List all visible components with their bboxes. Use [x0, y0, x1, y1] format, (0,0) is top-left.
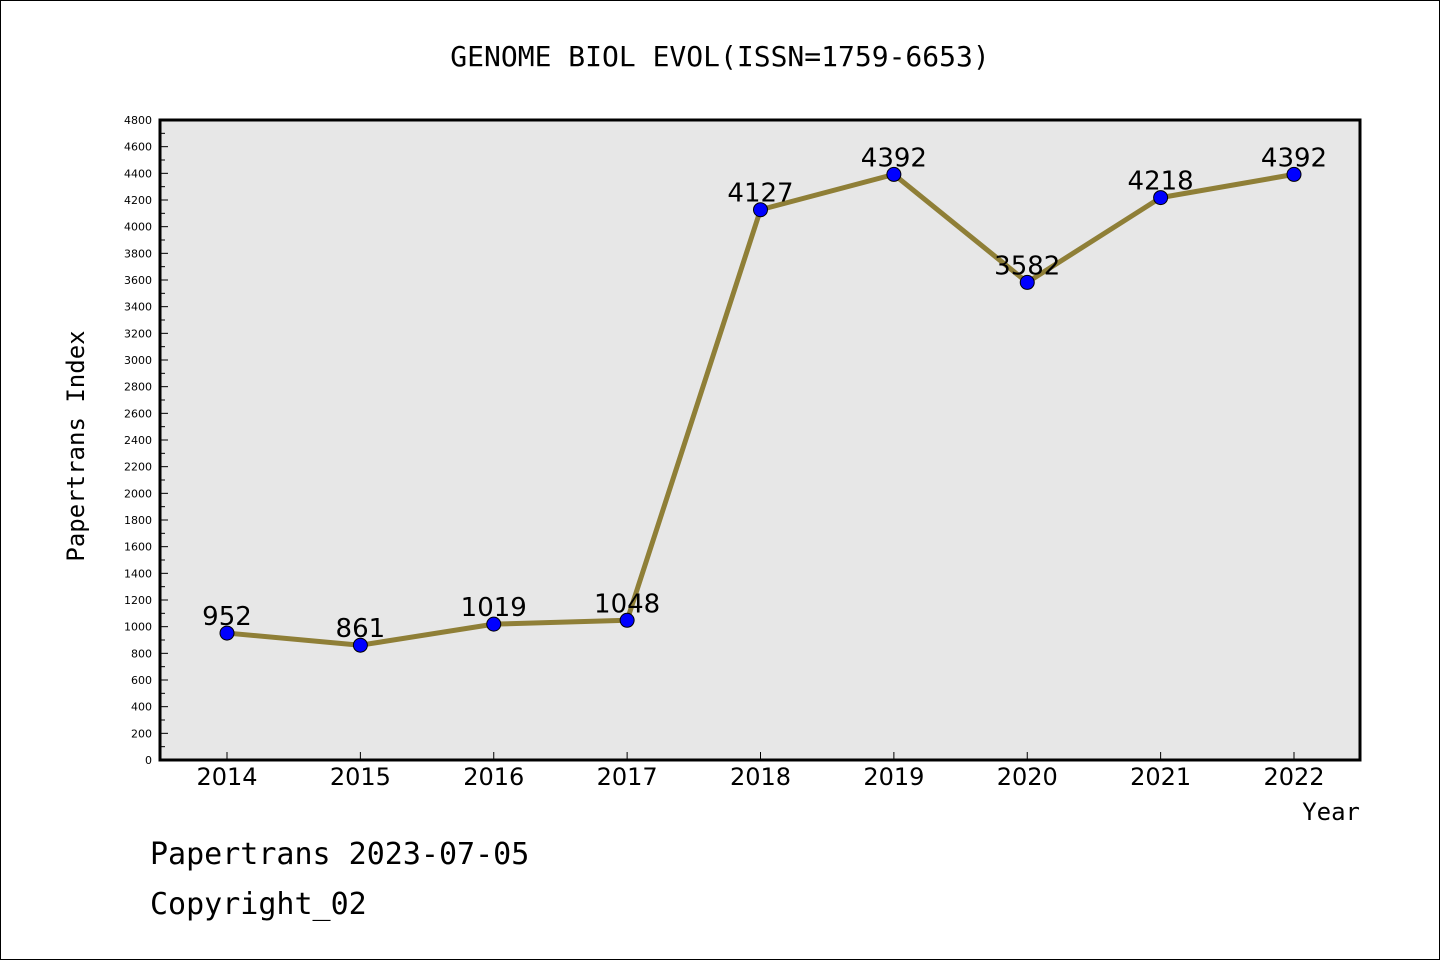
x-tick-label: 2022 [1263, 763, 1324, 791]
data-label: 4392 [861, 143, 927, 173]
y-tick-label: 0 [145, 754, 152, 767]
data-label: 4127 [727, 179, 793, 209]
footer-date: Papertrans 2023-07-05 [150, 837, 529, 872]
data-label: 861 [336, 614, 386, 644]
x-axis: 2014 2015 2016 2017 2018 2019 2020 2021 2022 [196, 752, 1325, 791]
x-tick-label: 2021 [1130, 763, 1191, 791]
data-point [219, 625, 235, 641]
data-point [753, 202, 768, 218]
x-tick-label: 2015 [330, 763, 391, 791]
y-tick-label: 1200 [124, 594, 152, 607]
data-label: 952 [202, 602, 252, 632]
x-tick-label: 2017 [597, 763, 658, 791]
plot-area [160, 120, 1360, 760]
y-tick-label: 1600 [124, 541, 152, 554]
x-tick-label: 2019 [863, 763, 924, 791]
y-tick-label: 2200 [124, 461, 152, 474]
y-tick-label: 4800 [124, 114, 152, 127]
x-tick-label: 2020 [997, 763, 1058, 791]
data-markers [219, 166, 1302, 653]
y-tick-label: 1800 [124, 514, 152, 527]
data-point [886, 166, 902, 182]
y-tick-label: 800 [131, 647, 152, 660]
data-point [352, 637, 368, 653]
data-label: 3582 [994, 251, 1060, 281]
y-axis-label: Papertrans Index [62, 330, 90, 561]
y-tick-label: 600 [131, 674, 152, 687]
y-tick-label: 4000 [124, 221, 152, 234]
y-tick-label: 3400 [124, 301, 152, 314]
y-tick-label: 3800 [124, 247, 152, 260]
data-label: 4392 [1261, 143, 1327, 173]
data-labels: 952 861 1019 1048 4127 4392 3582 4218 4392 [202, 143, 1327, 644]
plot-border [158, 118, 1362, 762]
y-tick-label: 2600 [124, 407, 152, 420]
data-label: 1019 [461, 593, 527, 623]
y-tick-label: 3600 [124, 274, 152, 287]
x-tick-label: 2014 [196, 763, 257, 791]
chart-title: GENOME BIOL EVOL(ISSN=1759-6653) [450, 40, 989, 73]
y-tick-label: 4200 [124, 194, 152, 207]
data-label: 4218 [1128, 167, 1194, 197]
footer-copyright: Copyright_02 [150, 887, 367, 922]
y-tick-label: 2000 [124, 487, 152, 500]
y-tick-label: 4600 [124, 141, 152, 154]
y-tick-label: 400 [131, 701, 152, 714]
y-tick-label: 4400 [124, 167, 152, 180]
y-tick-label: 3200 [124, 327, 152, 340]
y-tick-label: 3000 [124, 354, 152, 367]
data-point [1019, 274, 1035, 290]
data-point [486, 616, 502, 632]
x-axis-label: Year [1302, 798, 1360, 826]
y-axis: 0 200 400 600 800 1000 1200 1400 1600 1800 2000 220… [124, 114, 168, 767]
y-tick-label: 1400 [124, 567, 152, 580]
data-label: 1048 [594, 589, 660, 619]
y-tick-label: 1000 [124, 621, 152, 634]
data-point [1286, 166, 1302, 182]
data-point [1153, 190, 1169, 206]
y-tick-label: 2400 [124, 434, 152, 447]
data-point [619, 612, 635, 628]
x-tick-label: 2016 [463, 763, 524, 791]
y-tick-label: 2800 [124, 381, 152, 394]
x-tick-label: 2018 [730, 763, 791, 791]
y-tick-label: 200 [131, 727, 152, 740]
